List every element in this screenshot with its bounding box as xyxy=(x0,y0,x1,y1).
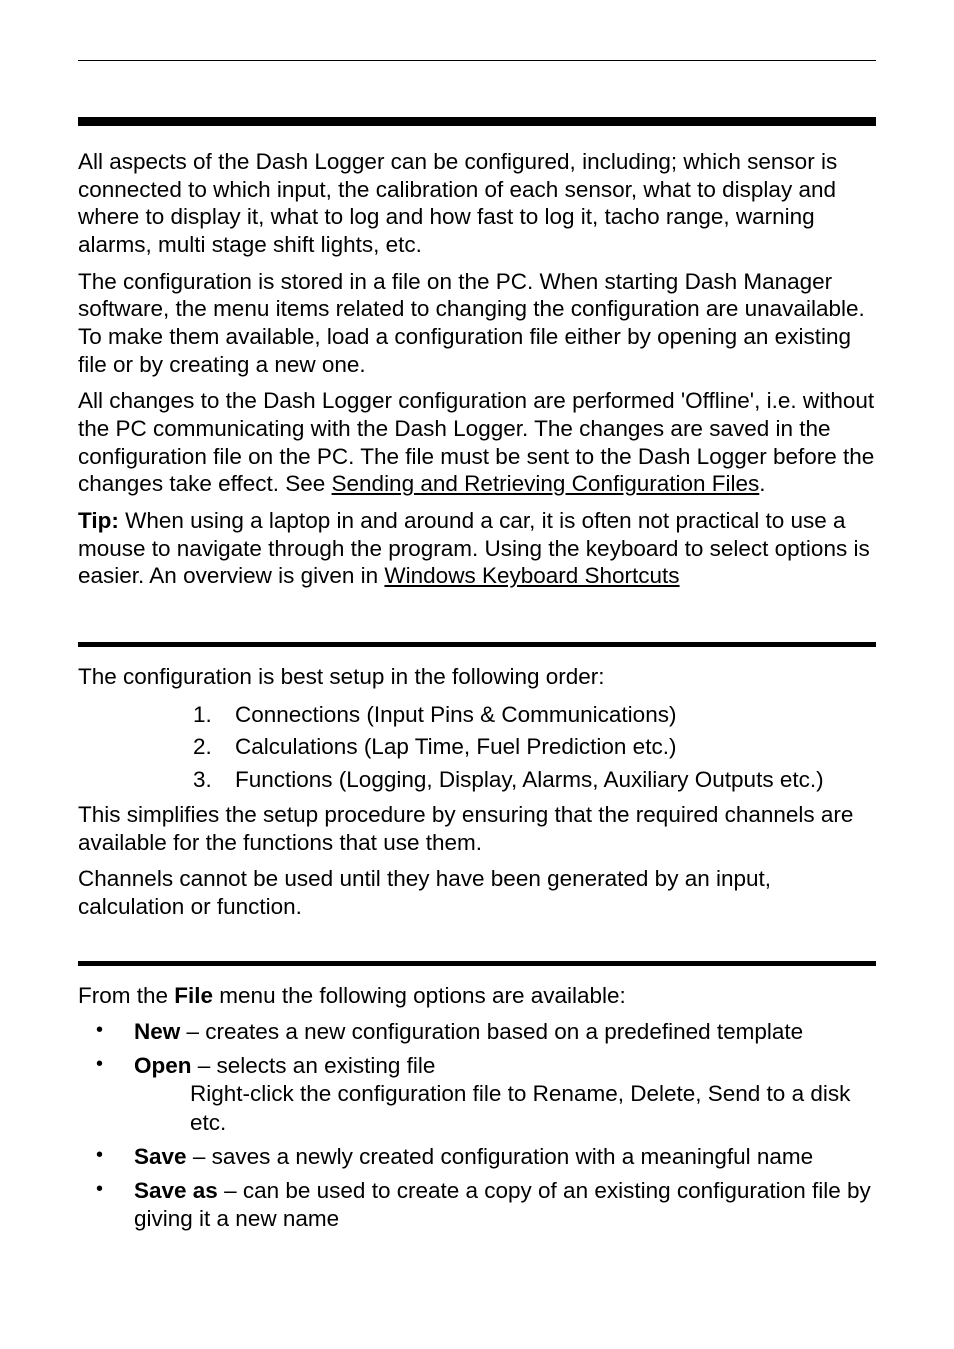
order-after-2: Channels cannot be used until they have … xyxy=(78,865,876,920)
file-new-bold: New xyxy=(134,1019,187,1044)
order-item-1: 1.Connections (Input Pins & Communicatio… xyxy=(193,700,876,730)
file-new-rest: – creates a new configuration based on a… xyxy=(187,1019,804,1044)
file-open-continue: Right-click the configuration file to Re… xyxy=(190,1080,876,1136)
subsection-bar-1 xyxy=(78,642,876,647)
file-item-new: New – creates a new configuration based … xyxy=(78,1018,876,1046)
order-item-3: 3.Functions (Logging, Display, Alarms, A… xyxy=(193,765,876,795)
file-saveas-rest: – can be used to create a copy of an exi… xyxy=(134,1178,871,1231)
tip-label: Tip: xyxy=(78,508,125,533)
file-item-saveas: Save as – can be used to create a copy o… xyxy=(78,1177,876,1233)
order-text-3: Functions (Logging, Display, Alarms, Aux… xyxy=(235,767,824,792)
tip-paragraph: Tip: When using a laptop in and around a… xyxy=(78,507,876,590)
file-list: New – creates a new configuration based … xyxy=(78,1018,876,1233)
file-lead-a: From the xyxy=(78,983,174,1008)
file-open-bold: Open xyxy=(134,1053,198,1078)
tip-link[interactable]: Windows Keyboard Shortcuts xyxy=(384,563,679,588)
file-lead: From the File menu the following options… xyxy=(78,982,876,1010)
file-save-bold: Save xyxy=(134,1144,193,1169)
file-item-open: Open – selects an existing file Right-cl… xyxy=(78,1052,876,1136)
order-item-2: 2.Calculations (Lap Time, Fuel Predictio… xyxy=(193,732,876,762)
order-lead: The configuration is best setup in the f… xyxy=(78,663,876,691)
section-heading-bar xyxy=(78,117,876,126)
order-num-3: 3. xyxy=(193,765,235,795)
file-lead-b: menu the following options are available… xyxy=(219,983,626,1008)
file-save-rest: – saves a newly created configuration wi… xyxy=(193,1144,813,1169)
intro-p3-link[interactable]: Sending and Retrieving Configuration Fil… xyxy=(332,471,760,496)
order-text-2: Calculations (Lap Time, Fuel Prediction … xyxy=(235,734,676,759)
intro-paragraph-1: All aspects of the Dash Logger can be co… xyxy=(78,148,876,259)
intro-paragraph-3: All changes to the Dash Logger configura… xyxy=(78,387,876,498)
file-lead-bold: File xyxy=(174,983,219,1008)
intro-paragraph-2: The configuration is stored in a file on… xyxy=(78,268,876,379)
top-rule xyxy=(78,60,876,61)
order-num-1: 1. xyxy=(193,700,235,730)
file-saveas-bold: Save as xyxy=(134,1178,224,1203)
order-after-1: This simplifies the setup procedure by e… xyxy=(78,801,876,856)
file-item-save: Save – saves a newly created configurati… xyxy=(78,1143,876,1171)
file-open-rest: – selects an existing file xyxy=(198,1053,436,1078)
order-list: 1.Connections (Input Pins & Communicatio… xyxy=(193,700,876,795)
intro-p3-text-b: . xyxy=(759,471,765,496)
order-text-1: Connections (Input Pins & Communications… xyxy=(235,702,676,727)
subsection-bar-2 xyxy=(78,961,876,966)
order-num-2: 2. xyxy=(193,732,235,762)
